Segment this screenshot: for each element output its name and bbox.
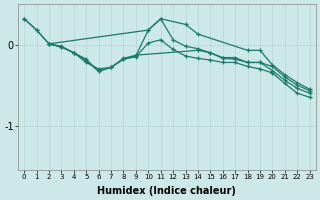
X-axis label: Humidex (Indice chaleur): Humidex (Indice chaleur) [98, 186, 236, 196]
